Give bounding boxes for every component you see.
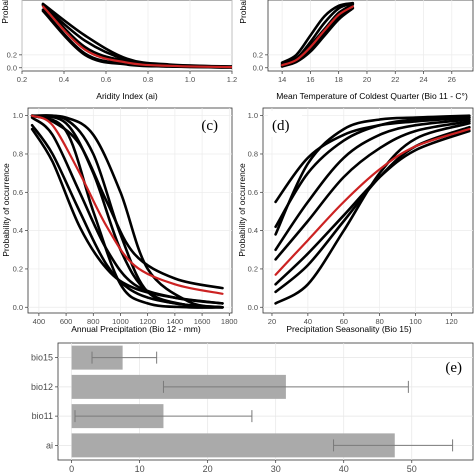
panel-d-x-tick-label: 120 <box>445 317 458 326</box>
panel-c-y-tick-label: 0.4 <box>13 226 23 235</box>
panel-e-bar-ai <box>71 433 395 458</box>
panel-d-label: (d) <box>272 118 290 134</box>
panel-e-x-tick-label: 40 <box>339 464 349 474</box>
panel-b-series-line-4 <box>280 1 355 64</box>
panel-d-series-line-4 <box>274 128 471 276</box>
panel-e-x-tick-label: 0 <box>69 464 74 474</box>
panel-d-y-tick-label: 0.6 <box>248 188 258 197</box>
panel-a-series-line-2 <box>41 5 232 69</box>
panel-b-x-axis-label: Mean Temperature of Coldest Quarter (Bio… <box>276 91 468 101</box>
panel-a-y-tick-label: 0.0 <box>7 63 17 72</box>
panel-b-x-tick-label: 14 <box>278 75 286 84</box>
panel-b-x-tick-label: 22 <box>391 75 399 84</box>
panel-c-x-axis-label: Annual Precipitation (Bio 12 - mm) <box>71 324 201 334</box>
panel-a-x-tick-label: 0.4 <box>59 75 69 84</box>
panel-c-x-tick-label: 800 <box>87 317 100 326</box>
panel-d-x-tick-label: 80 <box>375 317 383 326</box>
panel-e-category-label: ai <box>46 440 53 450</box>
panel-d-series-line-6 <box>274 122 471 305</box>
panel-d-series-line-3 <box>274 120 471 261</box>
panel-e-x-tick-label: 30 <box>271 464 281 474</box>
panel-d-x-tick-label: 40 <box>304 317 312 326</box>
panel-d-series-line-0 <box>274 116 471 204</box>
panel-b-x-tick-label: 24 <box>419 75 427 84</box>
panel-c-y-tick-label: 1.0 <box>13 111 23 120</box>
panel-b-x-tick-label: 20 <box>363 75 371 84</box>
panel-c-x-tick-label: 1000 <box>112 317 129 326</box>
panel-b-x-tick-label: 16 <box>306 75 314 84</box>
panel-a-x-tick-label: 0.8 <box>143 75 153 84</box>
panel-c-y-tick-label: 0.2 <box>13 264 23 273</box>
panel-c-x-tick-label: 1400 <box>167 317 184 326</box>
panel-d-y-tick-label: 0.4 <box>248 226 258 235</box>
panel-e-category-label: bio12 <box>31 382 53 392</box>
panel-c-x-tick-label: 1600 <box>194 317 211 326</box>
panel-e-label: (e) <box>445 360 462 376</box>
panel-d-x-tick-label: 100 <box>409 317 422 326</box>
panel-d-series-line-5 <box>274 129 471 286</box>
panel-e-category-label: bio15 <box>31 353 53 363</box>
panel-a-y-axis-label: Probab <box>0 0 10 24</box>
panel-a-x-axis-label: Aridity Index (ai) <box>96 91 158 101</box>
panel-c-series-line-7 <box>30 116 224 305</box>
panel-b-y-axis-label: Probab <box>238 0 248 24</box>
panel-d-y-tick-label: 0.8 <box>248 149 258 158</box>
panel-d-series-line-2 <box>274 118 471 252</box>
panel-d-x-tick-label: 60 <box>340 317 348 326</box>
panel-d-y-axis-label: Probability of occurrence <box>237 163 247 257</box>
panel-c-x-tick-label: 1800 <box>221 317 238 326</box>
panel-a-plot: 0.2 0.4 0.6 0.8 1.0 1.20.00.2 Aridity Index (… <box>0 0 237 101</box>
panel-c-label: (c) <box>201 118 218 134</box>
panel-a-x-tick-label: 1.0 <box>185 75 195 84</box>
panel-c-y-tick-label: 0.0 <box>13 303 23 312</box>
panel-c-series-line-6 <box>30 114 224 290</box>
panel-c-series-line-4 <box>31 114 224 295</box>
panel-c-y-tick-label: 0.6 <box>13 188 23 197</box>
panel-d-plot: 20 40 60 80 100 120 0.0 0.2 0.4 0.6 0.8 1.0 (d) Pre… <box>237 107 474 334</box>
panel-b-y-tick-label: 0.0 <box>253 63 263 72</box>
panel-c-series-line-8 <box>30 114 224 309</box>
panel-c-x-tick-label: 400 <box>33 317 46 326</box>
panel-b-x-tick-label: 26 <box>448 75 456 84</box>
panel-a-x-tick-label: 1.2 <box>227 75 237 84</box>
panel-c-x-tick-label: 600 <box>60 317 73 326</box>
panel-b-plot: 14 16 18 20 22 24 26 0.0 0.2 Mean Temperature of… <box>238 0 474 101</box>
panel-d-x-axis-label: Precipitation Seasonality (Bio 15) <box>286 324 411 334</box>
panel-d-series-line-7 <box>274 114 471 236</box>
panel-d-y-tick-label: 0.0 <box>248 303 258 312</box>
panel-b-y-tick-label: 0.2 <box>253 50 263 59</box>
panel-e-x-tick-label: 50 <box>407 464 417 474</box>
panel-c-x-tick-label: 1200 <box>139 317 156 326</box>
panel-d-y-tick-label: 1.0 <box>248 111 258 120</box>
panel-e-plot: 0 10 20 30 40 50 ai bio11 bio12 bio15 (e) <box>31 342 474 474</box>
panel-d-x-tick-label: 20 <box>268 317 276 326</box>
panel-e-category-label: bio11 <box>32 411 53 421</box>
panel-c-y-tick-label: 0.8 <box>13 149 23 158</box>
panel-a-y-tick-label: 0.2 <box>7 50 17 59</box>
panel-b-series-line-3 <box>281 5 354 67</box>
panel-a-x-tick-label: 0.6 <box>101 75 111 84</box>
panel-c-y-axis-label: Probability of occurrence <box>1 163 11 257</box>
panel-e-x-tick-label: 10 <box>135 464 145 474</box>
panel-b-x-tick-label: 18 <box>335 75 343 84</box>
panel-a-x-tick-label: 0.2 <box>17 75 27 84</box>
panel-d-y-tick-label: 0.2 <box>248 264 258 273</box>
panel-d-series-line-1 <box>274 116 471 229</box>
panel-c-plot: 400 600 800 1000 1200 1400 1600 1800 0.0 0.2 0.4 0.… <box>1 107 238 334</box>
panel-e-x-tick-label: 20 <box>203 464 213 474</box>
